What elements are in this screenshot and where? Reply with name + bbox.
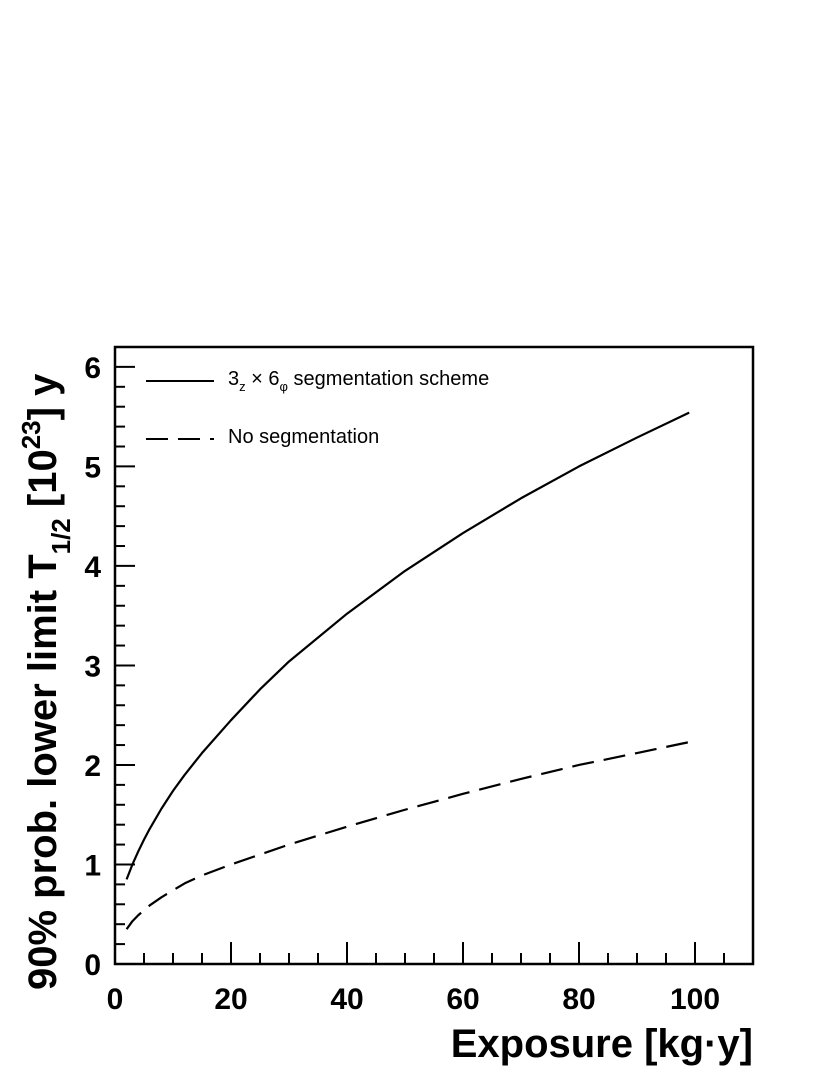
legend: 3z × 6φ segmentation scheme No segmentat…	[146, 368, 489, 448]
x-tick-label: 60	[446, 983, 479, 1016]
x-axis-title: Exposure [kg·y]	[451, 1022, 753, 1066]
series-layer	[125, 411, 690, 930]
legend-label-segmentation: 3z × 6φ segmentation scheme	[228, 368, 489, 394]
y-tick-label: 1	[84, 849, 101, 882]
y-axis-title: 90% prob. lower limit T1/2 [1023] y	[16, 373, 76, 990]
y-tick-label: 6	[84, 352, 101, 385]
x-tick-label: 40	[330, 983, 363, 1016]
series-line-no-segmentation	[125, 741, 690, 930]
x-tick-label: 100	[670, 983, 720, 1016]
y-tick-label: 2	[84, 750, 101, 783]
x-tick-label: 20	[214, 983, 247, 1016]
x-tick-label: 80	[562, 983, 595, 1016]
y-tick-label: 0	[84, 949, 101, 982]
x-tick-label: 0	[107, 983, 124, 1016]
y-tick-label: 4	[84, 551, 101, 584]
y-axis-ticks: 0 1 2 3 4 5 6	[84, 346, 135, 982]
y-tick-label: 3	[84, 650, 101, 683]
y-tick-label: 5	[84, 451, 101, 484]
series-line-segmentation	[125, 411, 690, 880]
legend-label-no-segmentation: No segmentation	[228, 426, 379, 448]
x-axis-ticks: 0 20 40 60 80 100	[107, 942, 754, 1016]
